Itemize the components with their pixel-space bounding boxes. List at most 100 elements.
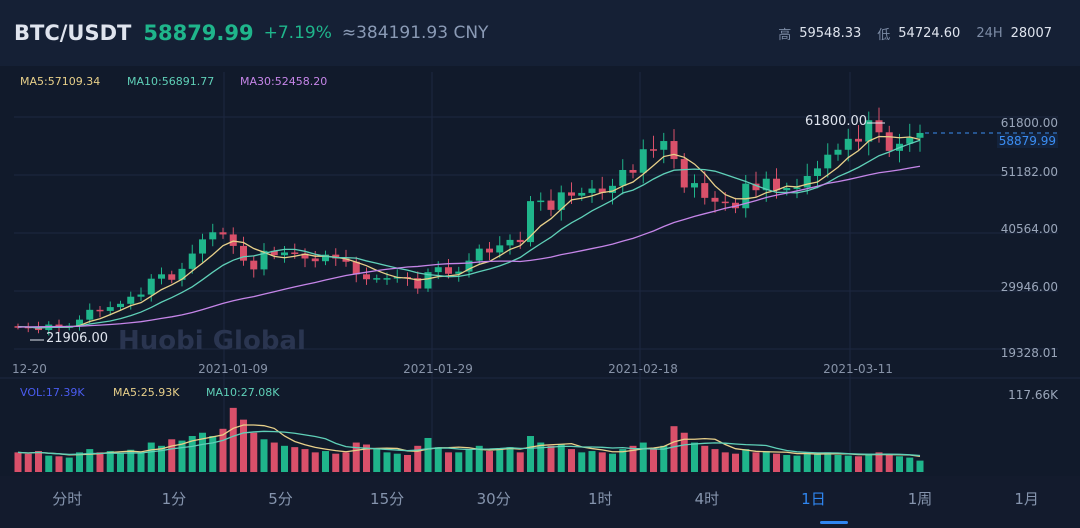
candle-body — [117, 303, 124, 308]
candle-body — [629, 169, 637, 173]
tab-interval[interactable]: 1日 — [760, 476, 867, 528]
price-axis-label: 29946.00 — [1000, 280, 1058, 294]
low-value: 54724.60 — [898, 26, 961, 41]
ticker-header: BTC/USDT 58879.99 +7.19% ≈384191.93 CNY … — [0, 0, 1080, 66]
candle-body — [670, 141, 678, 160]
candle-body — [516, 239, 524, 243]
candle-body — [383, 278, 391, 280]
candle-body — [342, 258, 350, 262]
candle-body — [773, 178, 780, 191]
volume-bar — [260, 439, 268, 472]
candle-body — [660, 141, 668, 150]
volume-bar — [117, 453, 124, 472]
volume-bar — [691, 442, 698, 472]
tab-interval[interactable]: 5分 — [268, 490, 293, 508]
volume-bar — [916, 460, 924, 472]
volume-bar — [127, 449, 135, 472]
vol-ma5-line — [17, 424, 921, 458]
candle-body — [219, 232, 227, 235]
volume-bar — [209, 436, 217, 472]
volume-bar — [506, 447, 514, 472]
candle-body — [814, 168, 821, 176]
candle-body — [270, 250, 278, 256]
chart-canvas[interactable] — [0, 0, 1080, 472]
volume-bar — [557, 444, 565, 472]
candle-body — [445, 267, 452, 274]
candle-body — [322, 254, 329, 262]
vol-ma10-indicator: MA10:27.08K — [206, 386, 280, 399]
volume-bar — [270, 442, 278, 472]
ma10-indicator: MA10:56891.77 — [127, 75, 215, 88]
volume-bar — [342, 452, 350, 472]
volume-bar — [619, 449, 627, 472]
tab-interval[interactable]: 1时 — [587, 490, 613, 508]
vol-indicator: VOL:17.39K — [20, 386, 85, 399]
candle-body — [916, 132, 924, 138]
volume-bar — [199, 432, 206, 472]
volume-bar — [24, 453, 32, 472]
volume-bar — [742, 449, 750, 472]
volume-bar — [281, 445, 288, 472]
volume-bar — [373, 449, 381, 472]
vol-ma5-indicator: MA5:25.93K — [113, 386, 180, 399]
volume-bar — [793, 455, 801, 472]
volume-bar — [865, 453, 873, 472]
ma5-line — [17, 135, 921, 329]
volume-bar — [86, 449, 94, 472]
tab-interval[interactable]: 1月 — [1014, 490, 1039, 508]
candle-body — [373, 278, 381, 280]
tab-interval[interactable]: 1分 — [161, 490, 187, 508]
tab-interval[interactable]: 4时 — [694, 490, 720, 508]
volume-bar — [383, 452, 391, 472]
volume-bar — [178, 440, 186, 472]
candle-body — [906, 137, 914, 144]
candle-body — [844, 138, 852, 150]
volume-bar — [291, 447, 299, 472]
candle-body — [332, 254, 340, 259]
volume-bar — [875, 452, 883, 472]
volume-bar — [35, 451, 42, 472]
ma30-indicator: MA30:52458.20 — [240, 75, 328, 88]
volume-bar — [885, 454, 893, 472]
candle-body — [424, 272, 432, 289]
candle-body — [301, 253, 309, 259]
candle-body — [783, 188, 791, 191]
low-marker: 21906.00 — [46, 331, 109, 346]
tab-interval[interactable]: 15分 — [370, 490, 405, 508]
candle-body — [598, 188, 606, 193]
vol-ma10-line — [17, 430, 921, 457]
price-axis-label: 51182.00 — [1000, 165, 1058, 179]
candle-body — [475, 248, 483, 261]
volume-bar — [650, 449, 657, 472]
candle-body — [352, 261, 360, 275]
volume-bar — [527, 436, 534, 472]
candle-body — [701, 183, 709, 198]
candle-body — [568, 192, 575, 196]
candle-body — [86, 309, 94, 320]
tab-interval[interactable]: 30分 — [476, 490, 511, 508]
volume-bar — [45, 455, 53, 472]
tab-interval[interactable]: 分时 — [52, 490, 83, 508]
volume-bar — [834, 454, 842, 472]
volume-label: 24H — [976, 26, 1003, 41]
kline-chart[interactable] — [0, 66, 1080, 476]
high-value: 59548.33 — [799, 26, 862, 41]
candle-body — [127, 296, 135, 304]
volume-bar — [588, 451, 596, 472]
date-label: 2021-03-11 — [823, 362, 893, 376]
volume-bar — [824, 452, 832, 472]
pair-name[interactable]: BTC/USDT — [14, 21, 132, 45]
tab-interval[interactable]: 1周 — [907, 490, 933, 508]
candle-body — [680, 159, 688, 188]
volume-bar — [773, 453, 780, 472]
ma30-line — [17, 165, 921, 328]
volume-bar — [732, 453, 739, 472]
volume-bar — [455, 452, 463, 472]
current-price-tag: 58879.99 — [996, 134, 1058, 148]
volume-bar — [486, 451, 493, 472]
volume-bar — [65, 457, 73, 472]
volume-bar — [55, 456, 63, 472]
interval-tabs: 分时 1分 5分 15分 30分 1时 4时 1日 1周 1月 — [0, 476, 1080, 528]
candle-body — [547, 200, 555, 210]
candle-body — [363, 274, 370, 280]
